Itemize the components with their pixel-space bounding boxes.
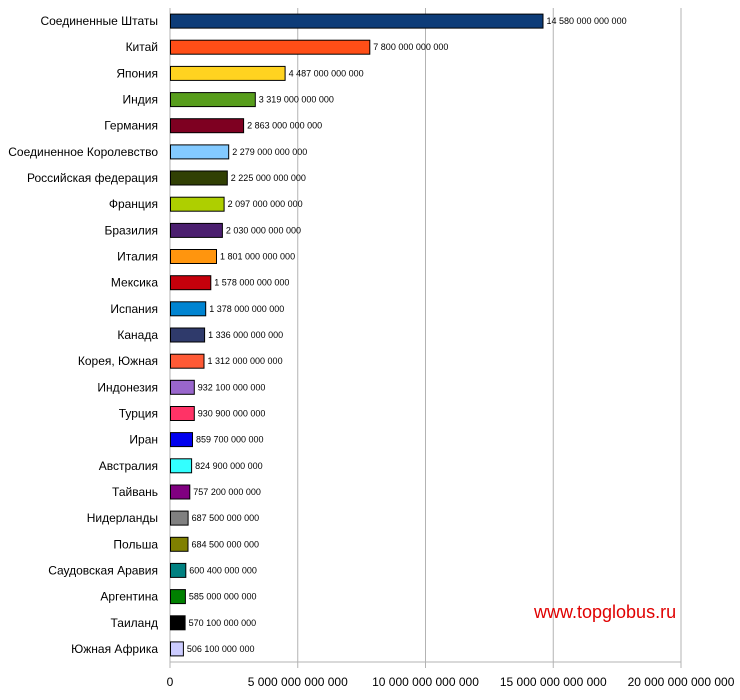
x-axis-ticks: 0 5 000 000 000 000 10 000 000 000 000 15 0… [167, 675, 735, 689]
category-label: Китай [126, 40, 158, 54]
bar [170, 39, 371, 55]
bar [170, 249, 217, 264]
category-label: Соединенное Королевство [8, 145, 158, 159]
value-label: 824 900 000 000 [195, 461, 263, 471]
bar [170, 510, 189, 526]
bar [170, 13, 544, 29]
value-label: 2 225 000 000 000 [231, 173, 306, 183]
category-label: Российская федерация [27, 171, 158, 185]
category-label: Япония [116, 66, 158, 80]
bar [170, 327, 206, 343]
value-label: 1 312 000 000 000 [208, 356, 283, 366]
category-label: Саудовская Аравия [48, 563, 158, 577]
value-label: 506 100 000 000 [187, 644, 255, 654]
bar [170, 196, 225, 212]
bar [170, 118, 245, 134]
x-tick-label: 5 000 000 000 000 [248, 675, 348, 689]
category-label: Мексика [111, 276, 158, 290]
value-label: 932 100 000 000 [198, 382, 266, 392]
bar [170, 170, 228, 186]
bar [170, 144, 230, 160]
category-label: Тайвань [112, 485, 158, 499]
category-label: Бразилия [105, 223, 159, 237]
bar [170, 406, 195, 421]
bar [170, 562, 187, 578]
watermark: www.topglobus.ru [533, 602, 676, 622]
bar [170, 536, 189, 552]
category-label: Нидерланды [87, 511, 158, 525]
value-label: 2 097 000 000 000 [228, 199, 303, 209]
value-label: 687 500 000 000 [192, 513, 260, 523]
category-label: Соединенные Штаты [40, 14, 158, 28]
category-label: Турция [119, 407, 158, 421]
gridlines [169, 8, 682, 668]
value-label: 585 000 000 000 [189, 592, 257, 602]
bar [170, 432, 193, 448]
value-label: 3 319 000 000 000 [259, 95, 334, 105]
value-label: 859 700 000 000 [196, 435, 264, 445]
category-label: Франция [109, 197, 158, 211]
category-label: Таиланд [111, 616, 158, 630]
category-label: Польша [113, 537, 158, 551]
bar [170, 353, 205, 369]
value-label: 684 500 000 000 [192, 539, 260, 549]
category-label: Канада [117, 328, 158, 342]
bar [170, 484, 191, 500]
x-tick-label: 10 000 000 000 000 [372, 675, 479, 689]
bar [170, 275, 212, 291]
value-label: 757 200 000 000 [193, 487, 261, 497]
value-label: 930 900 000 000 [198, 409, 266, 419]
value-label: 1 801 000 000 000 [220, 252, 295, 262]
value-label: 570 100 000 000 [189, 618, 257, 628]
value-label: 1 378 000 000 000 [209, 304, 284, 314]
value-labels: 14 580 000 000 000 7 800 000 000 000 4 487… [187, 16, 627, 654]
category-label: Корея, Южная [78, 354, 158, 368]
value-label: 7 800 000 000 000 [373, 42, 448, 52]
value-label: 2 279 000 000 000 [232, 147, 307, 157]
value-label: 14 580 000 000 000 [547, 16, 627, 26]
category-labels: Соединенные Штаты Китай Япония Индия Германи… [8, 14, 158, 656]
value-label: 1 336 000 000 000 [208, 330, 283, 340]
value-label: 1 578 000 000 000 [214, 278, 289, 288]
category-label: Германия [104, 119, 158, 133]
value-label: 4 487 000 000 000 [289, 68, 364, 78]
category-label: Индонезия [97, 380, 158, 394]
category-label: Австралия [99, 459, 158, 473]
bar [170, 589, 186, 605]
bar [170, 641, 184, 657]
bar [170, 379, 195, 395]
bar [170, 92, 256, 108]
bars [170, 13, 544, 657]
value-label: 2 863 000 000 000 [247, 121, 322, 131]
value-label: 2 030 000 000 000 [226, 225, 301, 235]
category-label: Испания [110, 302, 158, 316]
bar [170, 458, 193, 474]
value-label: 600 400 000 000 [189, 565, 257, 575]
category-label: Индия [123, 93, 158, 107]
category-label: Иран [129, 433, 158, 447]
category-label: Италия [117, 250, 158, 264]
bar [170, 615, 186, 631]
category-label: Аргентина [100, 590, 158, 604]
x-tick-label: 15 000 000 000 000 [500, 675, 607, 689]
category-label: Южная Африка [71, 642, 158, 656]
bar [170, 65, 286, 81]
x-tick-label: 20 000 000 000 000 [628, 675, 735, 689]
bar [170, 301, 207, 317]
bar [170, 222, 223, 238]
x-tick-label: 0 [167, 675, 174, 689]
